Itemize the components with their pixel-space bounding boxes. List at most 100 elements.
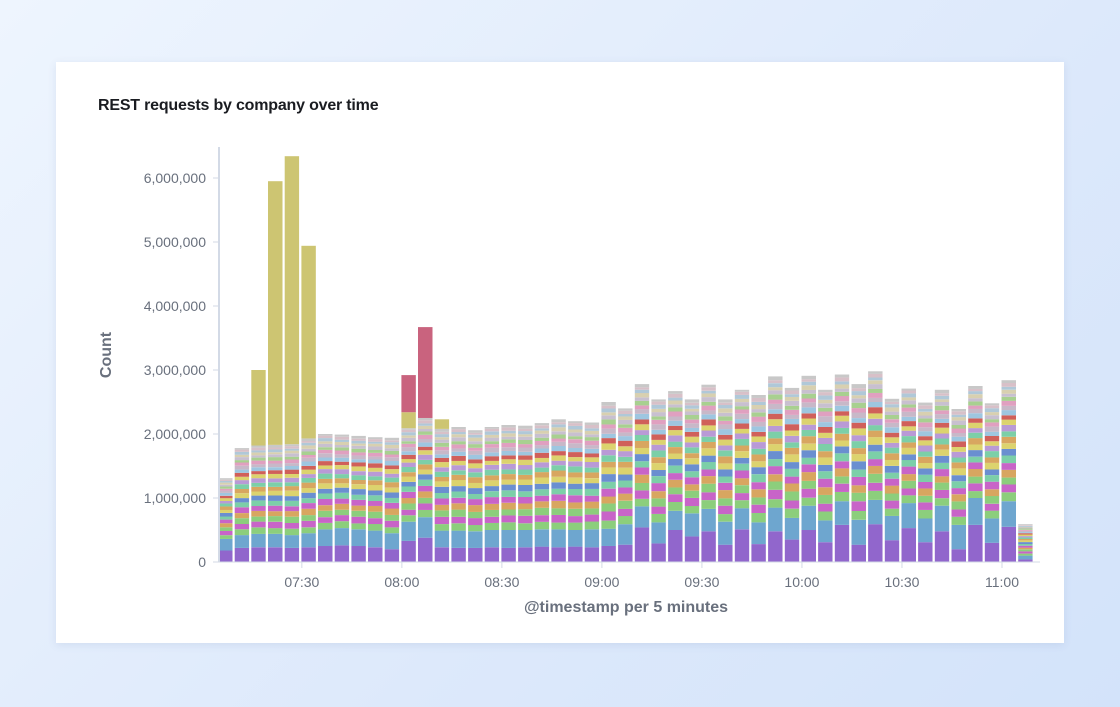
bar-11:05[interactable] — [1018, 524, 1035, 562]
bar-07:15[interactable] — [251, 370, 268, 563]
bar-segment — [518, 547, 533, 563]
bar-07:55[interactable] — [384, 437, 402, 562]
bar-08:00[interactable] — [401, 375, 419, 563]
bar-08:25[interactable] — [484, 427, 502, 563]
bar-segment — [434, 516, 450, 525]
bar-segment — [518, 428, 533, 432]
bar-10:10[interactable] — [834, 374, 852, 563]
bar-08:10[interactable] — [434, 419, 452, 563]
bar-07:25[interactable] — [284, 156, 302, 562]
bar-segment — [384, 448, 400, 451]
bar-segment — [651, 419, 666, 425]
bar-segment — [684, 490, 700, 498]
bar-10:30[interactable] — [901, 388, 919, 563]
bar-segment — [784, 424, 800, 431]
bar-segment — [284, 469, 300, 474]
bar-segment — [434, 454, 450, 458]
bar-07:05[interactable] — [218, 478, 235, 563]
bar-segment — [884, 465, 900, 473]
bar-segment — [234, 489, 250, 494]
bar-segment — [551, 482, 566, 489]
bar-segment — [518, 455, 533, 460]
bar-08:30[interactable] — [501, 425, 519, 562]
bar-segment — [768, 387, 783, 391]
bar-10:00[interactable] — [801, 375, 819, 562]
bar-09:20[interactable] — [668, 391, 685, 562]
bar-segment — [418, 431, 433, 435]
bar-09:55[interactable] — [784, 387, 802, 562]
bar-07:30[interactable] — [301, 245, 319, 563]
bar-10:20[interactable] — [868, 371, 885, 562]
bar-segment — [651, 506, 666, 514]
bar-segment — [401, 435, 416, 438]
bar-segment — [901, 390, 916, 394]
bar-10:55[interactable] — [984, 403, 1002, 562]
bar-segment — [851, 441, 866, 449]
bar-08:35[interactable] — [518, 425, 535, 563]
bar-07:40[interactable] — [334, 434, 352, 563]
bar-09:35[interactable] — [718, 399, 735, 562]
bar-08:05[interactable] — [418, 327, 435, 563]
bar-segment — [468, 430, 483, 433]
bar-segment — [601, 511, 616, 521]
bar-segment — [284, 453, 300, 457]
bar-segment — [551, 422, 566, 425]
bar-segment — [918, 445, 933, 452]
bar-segment — [351, 516, 366, 524]
bar-10:25[interactable] — [884, 398, 902, 562]
bar-08:20[interactable] — [468, 430, 485, 562]
bar-08:40[interactable] — [534, 423, 552, 562]
bar-segment — [901, 488, 916, 496]
bar-segment — [951, 524, 966, 550]
bar-segment — [651, 522, 666, 544]
bar-segment — [318, 498, 333, 506]
bar-segment — [1001, 477, 1016, 485]
bar-segment — [234, 462, 250, 466]
bar-07:20[interactable] — [268, 181, 285, 563]
x-tick-label: 10:00 — [784, 574, 819, 590]
bar-segment — [818, 487, 833, 495]
bar-gap — [966, 409, 969, 562]
bar-segment — [284, 463, 300, 466]
bar-segment — [1001, 463, 1016, 470]
bar-08:15[interactable] — [451, 427, 469, 562]
bar-07:50[interactable] — [368, 437, 385, 563]
bar-10:15[interactable] — [851, 384, 869, 562]
bar-segment — [868, 373, 883, 378]
bar-segment — [284, 156, 300, 445]
bar-11:00[interactable] — [1001, 380, 1019, 562]
bar-10:35[interactable] — [918, 402, 935, 563]
bar-segment — [401, 441, 416, 444]
bar-09:40[interactable] — [734, 389, 752, 563]
bar-08:55[interactable] — [584, 422, 602, 563]
bar-07:45[interactable] — [351, 435, 369, 562]
bar-segment — [718, 476, 733, 483]
bar-segment — [318, 517, 333, 523]
bar-segment — [984, 463, 1000, 470]
bar-segment — [618, 416, 633, 420]
bar-10:45[interactable] — [951, 409, 969, 562]
bar-09:00[interactable] — [601, 402, 619, 562]
bar-10:50[interactable] — [968, 386, 985, 563]
bar-09:50[interactable] — [768, 376, 785, 563]
bar-09:10[interactable] — [634, 384, 652, 562]
bar-segment — [618, 446, 633, 452]
bar-09:45[interactable] — [751, 395, 769, 563]
bar-08:45[interactable] — [551, 419, 569, 563]
bar-segment — [334, 474, 350, 479]
bar-segment — [818, 432, 833, 438]
bar-07:10[interactable] — [234, 448, 252, 562]
bar-09:15[interactable] — [651, 399, 669, 562]
bar-09:05[interactable] — [618, 408, 635, 562]
bar-segment — [268, 528, 283, 534]
bar-08:50[interactable] — [568, 421, 585, 562]
bar-07:35[interactable] — [318, 434, 335, 562]
bar-09:30[interactable] — [701, 384, 719, 563]
bar-10:40[interactable] — [934, 389, 952, 563]
bar-segment — [534, 515, 550, 522]
bar-10:05[interactable] — [818, 389, 835, 563]
bar-segment — [701, 455, 716, 463]
bar-09:25[interactable] — [684, 399, 702, 562]
bar-segment — [501, 522, 516, 530]
